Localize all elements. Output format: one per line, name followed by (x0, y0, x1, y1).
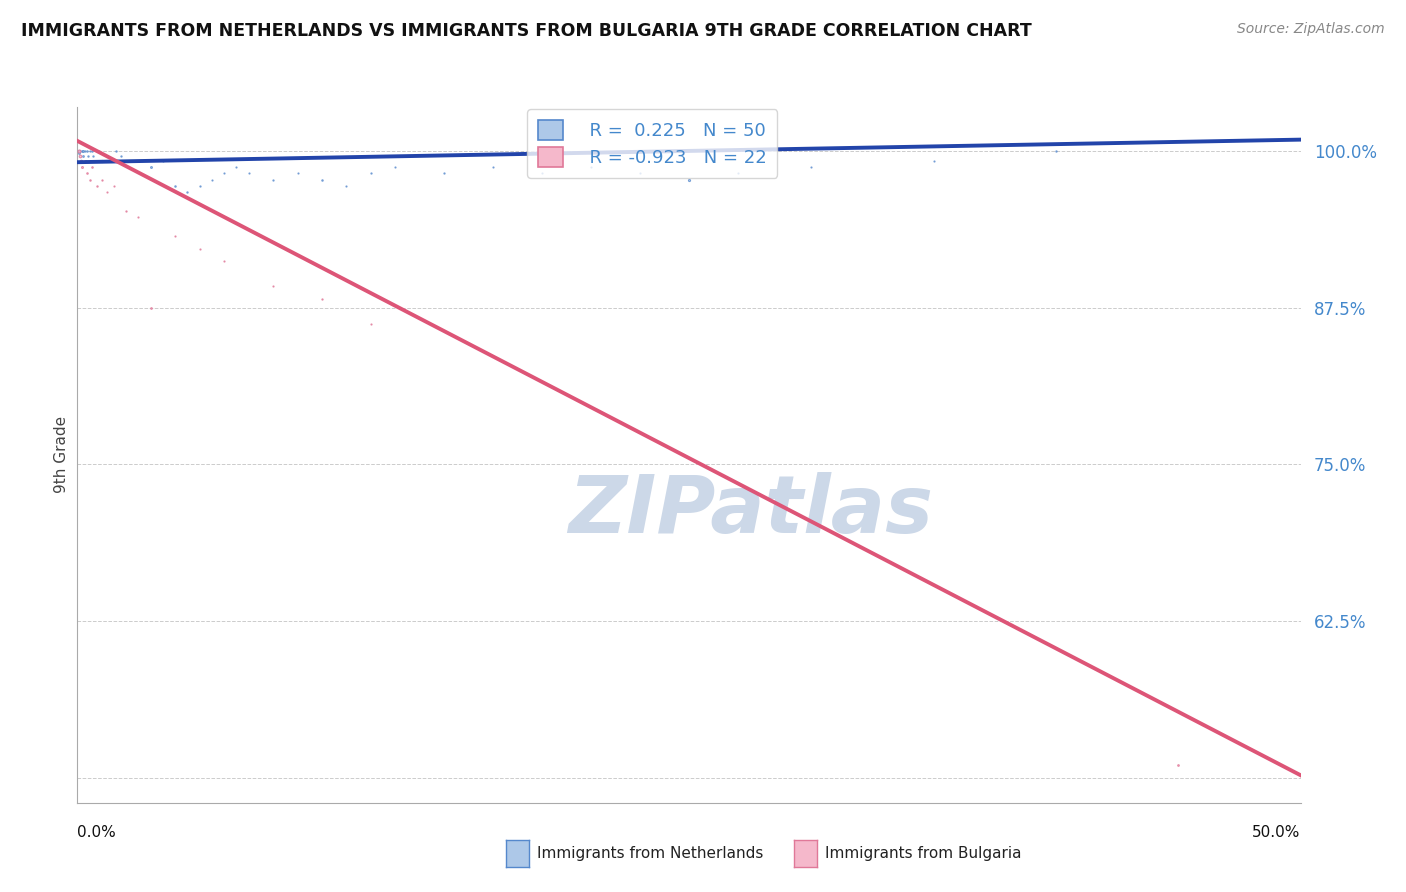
Point (139, 301, 162, 315)
Point (79, 144, 101, 158)
Point (110, 149, 132, 163)
Point (72, 149, 94, 163)
Point (100, 153, 122, 168)
Point (82, 149, 104, 163)
Point (678, 173, 700, 187)
Y-axis label: 9th Grade: 9th Grade (53, 417, 69, 493)
Point (152, 153, 174, 168)
Text: Source: ZipAtlas.com: Source: ZipAtlas.com (1237, 22, 1385, 37)
Text: Immigrants from Bulgaria: Immigrants from Bulgaria (825, 847, 1022, 861)
Point (433, 166, 456, 180)
Point (922, 153, 945, 168)
Point (212, 166, 235, 180)
Point (127, 153, 149, 168)
Point (96, 186, 118, 200)
Point (165, 179, 187, 194)
Point (69, 149, 91, 163)
Point (1045, 144, 1067, 158)
Text: IMMIGRANTS FROM NETHERLANDS VS IMMIGRANTS FROM BULGARIA 9TH GRADE CORRELATION CH: IMMIGRANTS FROM NETHERLANDS VS IMMIGRANT… (21, 22, 1032, 40)
Point (115, 204, 138, 219)
Point (73, 144, 96, 158)
Point (70, 153, 93, 168)
Point (384, 160, 406, 174)
Point (628, 166, 651, 180)
Text: 0.0%: 0.0% (77, 825, 117, 840)
Point (360, 317, 382, 331)
Legend:   R =  0.225   N = 50,   R = -0.923   N = 22: R = 0.225 N = 50, R = -0.923 N = 22 (527, 109, 778, 178)
Point (90, 153, 112, 168)
Point (70, 144, 93, 158)
Point (727, 166, 749, 180)
Point (70, 160, 93, 174)
Point (96, 149, 118, 163)
Point (75, 153, 97, 168)
Point (70, 153, 93, 168)
Point (262, 173, 284, 187)
Point (360, 166, 382, 180)
Point (531, 166, 554, 180)
Point (212, 254, 235, 268)
Point (115, 153, 138, 168)
Point (86, 179, 108, 194)
Point (67, 144, 90, 158)
Point (176, 186, 198, 200)
Point (80, 160, 103, 174)
Point (67, 146, 90, 161)
Point (83, 153, 105, 168)
Point (73, 153, 96, 168)
Text: Immigrants from Netherlands: Immigrants from Netherlands (537, 847, 763, 861)
Point (89, 144, 111, 158)
Point (225, 160, 247, 174)
Text: ZIPatlas: ZIPatlas (568, 472, 932, 549)
Point (67, 144, 90, 158)
Point (1167, 758, 1189, 772)
Point (80, 144, 103, 158)
Point (69, 144, 91, 158)
Point (165, 229, 187, 244)
Point (139, 160, 162, 174)
Point (105, 144, 128, 158)
Point (127, 211, 149, 225)
Point (262, 279, 284, 293)
Point (76, 166, 98, 180)
Point (287, 166, 309, 180)
Point (79, 173, 101, 187)
Point (86, 144, 108, 158)
Point (188, 242, 211, 256)
Point (482, 160, 505, 174)
Point (335, 179, 357, 194)
Point (103, 179, 125, 194)
Point (238, 166, 260, 180)
Point (311, 292, 333, 306)
Point (579, 160, 602, 174)
Text: 50.0%: 50.0% (1253, 825, 1301, 840)
Point (76, 144, 98, 158)
Point (201, 173, 224, 187)
Point (311, 173, 333, 187)
Point (90, 173, 112, 187)
Point (80, 153, 103, 168)
Point (77, 149, 100, 163)
Point (188, 179, 211, 194)
Point (800, 160, 823, 174)
Point (72, 144, 94, 158)
